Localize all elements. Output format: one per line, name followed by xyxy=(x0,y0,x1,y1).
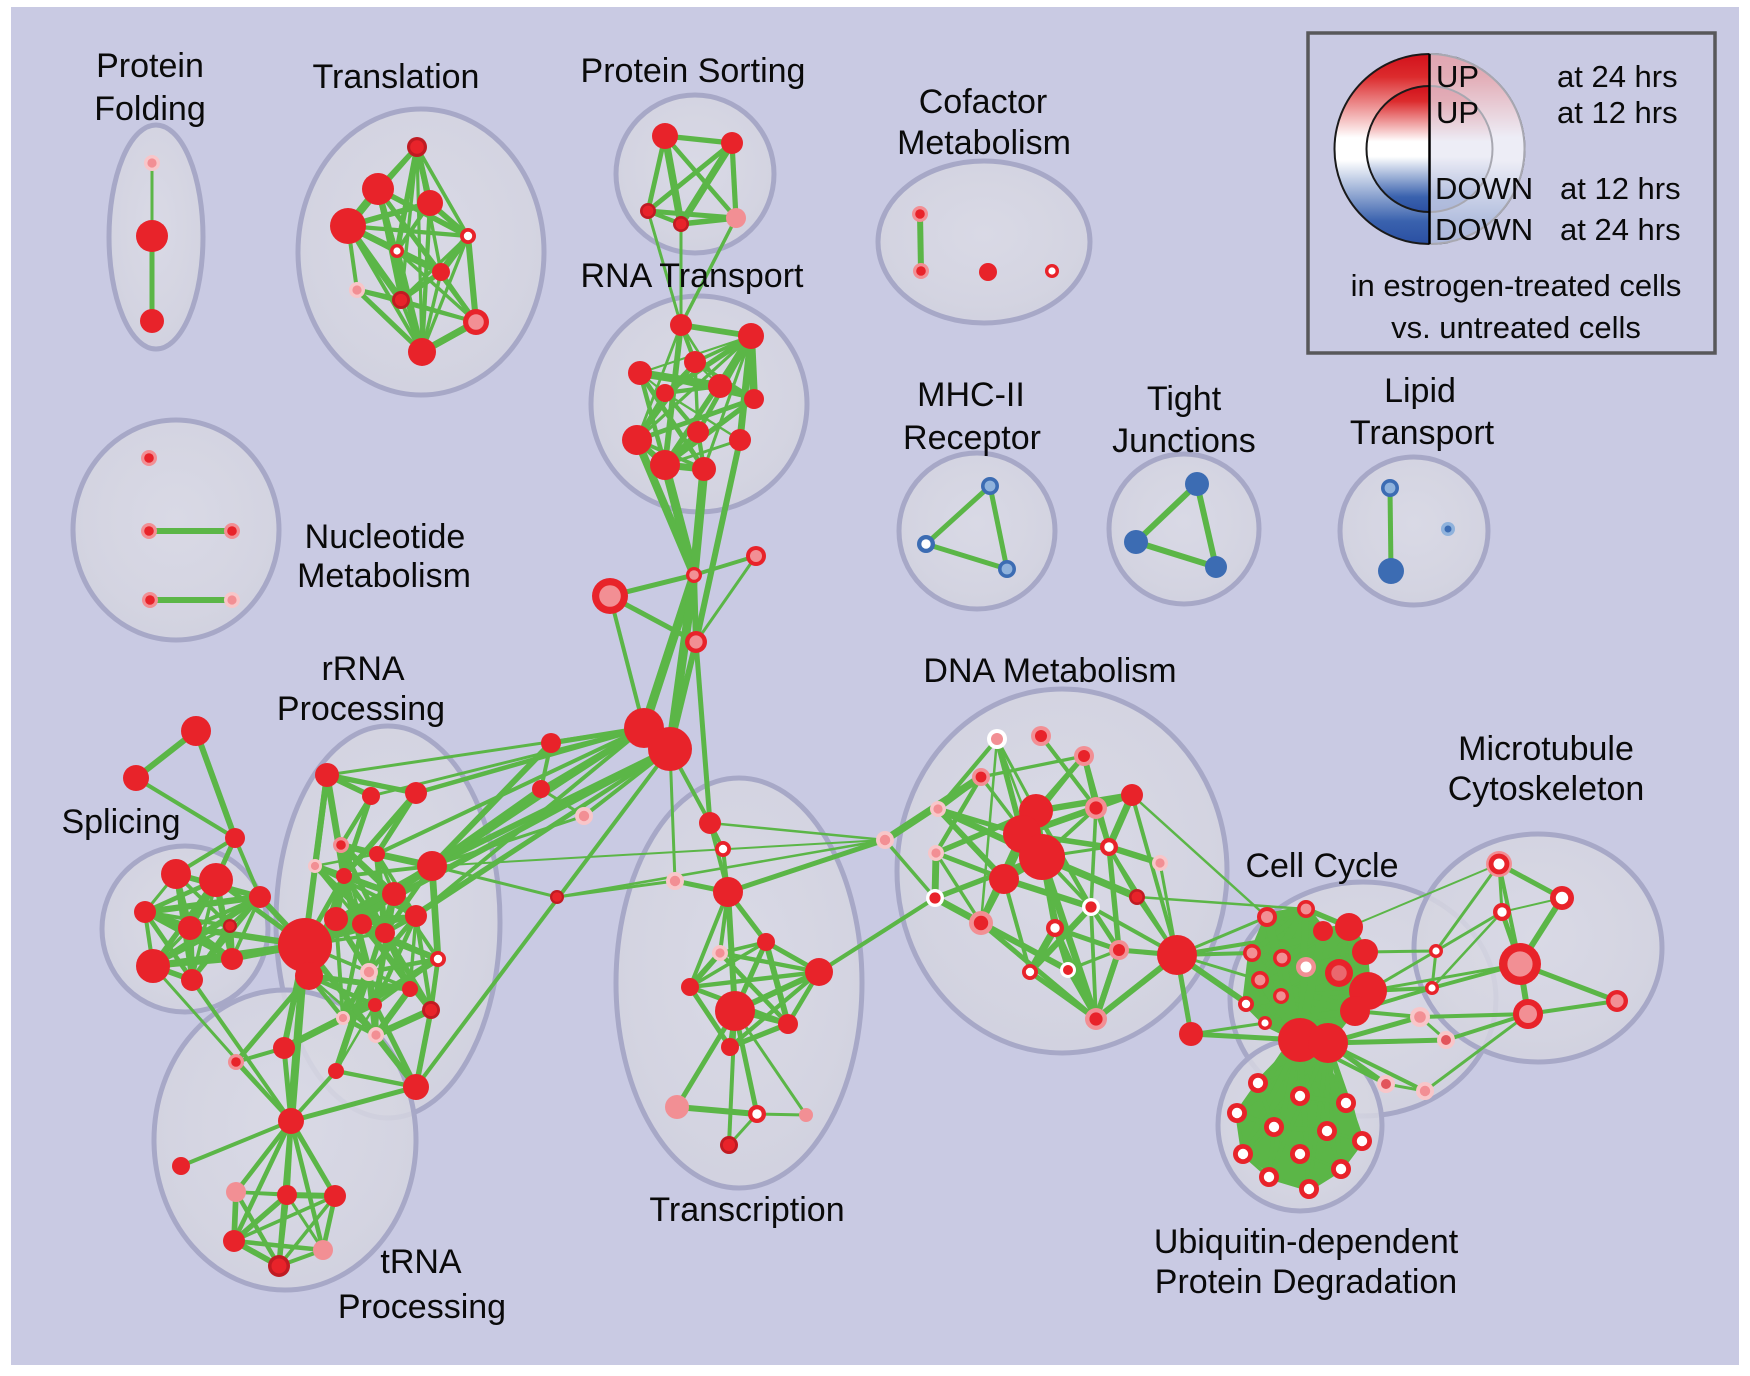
svg-text:Cofactor: Cofactor xyxy=(919,83,1048,121)
svg-text:at 24 hrs: at 24 hrs xyxy=(1560,212,1681,247)
svg-text:at 12 hrs: at 12 hrs xyxy=(1557,95,1678,130)
svg-text:Folding: Folding xyxy=(94,90,206,128)
svg-text:Ubiquitin-dependent: Ubiquitin-dependent xyxy=(1154,1223,1459,1261)
svg-text:DNA Metabolism: DNA Metabolism xyxy=(923,652,1176,690)
svg-text:Receptor: Receptor xyxy=(903,419,1041,457)
svg-text:DOWN: DOWN xyxy=(1435,171,1533,206)
svg-text:Translation: Translation xyxy=(313,58,480,96)
svg-text:UP: UP xyxy=(1436,95,1479,130)
svg-text:at 24 hrs: at 24 hrs xyxy=(1557,59,1678,94)
svg-text:in estrogen-treated cells: in estrogen-treated cells xyxy=(1351,268,1682,303)
svg-text:Cytoskeleton: Cytoskeleton xyxy=(1448,770,1645,808)
svg-text:at 12 hrs: at 12 hrs xyxy=(1560,171,1681,206)
svg-text:Transport: Transport xyxy=(1350,414,1495,452)
svg-text:Nucleotide: Nucleotide xyxy=(305,518,466,556)
svg-text:rRNA: rRNA xyxy=(321,650,404,688)
svg-text:Microtubule: Microtubule xyxy=(1458,730,1634,768)
svg-text:UP: UP xyxy=(1436,59,1479,94)
svg-text:MHC-II: MHC-II xyxy=(917,376,1025,414)
svg-text:Protein Sorting: Protein Sorting xyxy=(581,52,806,90)
svg-text:Protein: Protein xyxy=(96,47,204,85)
svg-text:Junctions: Junctions xyxy=(1112,422,1256,460)
svg-text:Protein Degradation: Protein Degradation xyxy=(1155,1263,1457,1301)
svg-text:Metabolism: Metabolism xyxy=(897,124,1071,162)
svg-text:Processing: Processing xyxy=(277,690,445,728)
svg-text:Processing: Processing xyxy=(338,1288,506,1326)
svg-text:Transcription: Transcription xyxy=(649,1191,844,1229)
svg-text:DOWN: DOWN xyxy=(1435,212,1533,247)
svg-text:tRNA: tRNA xyxy=(380,1243,462,1281)
svg-text:Splicing: Splicing xyxy=(61,803,180,841)
svg-text:RNA Transport: RNA Transport xyxy=(581,257,805,295)
svg-text:Metabolism: Metabolism xyxy=(297,557,471,595)
svg-text:Cell Cycle: Cell Cycle xyxy=(1245,847,1398,885)
svg-text:Lipid: Lipid xyxy=(1384,372,1456,410)
svg-text:Tight: Tight xyxy=(1147,380,1222,418)
svg-text:vs. untreated cells: vs. untreated cells xyxy=(1391,310,1641,345)
